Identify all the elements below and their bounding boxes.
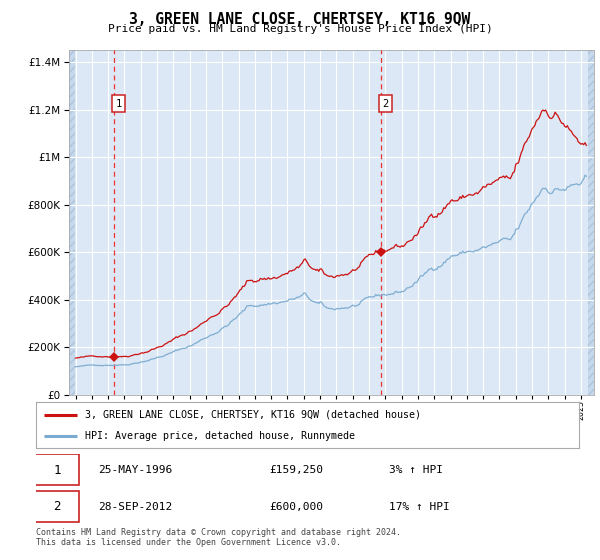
FancyBboxPatch shape	[35, 454, 79, 485]
Text: 3, GREEN LANE CLOSE, CHERTSEY, KT16 9QW (detached house): 3, GREEN LANE CLOSE, CHERTSEY, KT16 9QW …	[85, 410, 421, 420]
Text: £159,250: £159,250	[269, 465, 323, 475]
Text: 2: 2	[382, 99, 388, 109]
Text: Contains HM Land Registry data © Crown copyright and database right 2024.
This d: Contains HM Land Registry data © Crown c…	[36, 528, 401, 547]
Text: Price paid vs. HM Land Registry's House Price Index (HPI): Price paid vs. HM Land Registry's House …	[107, 24, 493, 34]
FancyBboxPatch shape	[35, 491, 79, 521]
Text: 3, GREEN LANE CLOSE, CHERTSEY, KT16 9QW: 3, GREEN LANE CLOSE, CHERTSEY, KT16 9QW	[130, 12, 470, 27]
Text: 3% ↑ HPI: 3% ↑ HPI	[389, 465, 443, 475]
Bar	[588, 50, 594, 395]
Text: 25-MAY-1996: 25-MAY-1996	[98, 465, 173, 475]
Text: HPI: Average price, detached house, Runnymede: HPI: Average price, detached house, Runn…	[85, 431, 355, 441]
Text: 2: 2	[53, 500, 61, 514]
Text: £600,000: £600,000	[269, 502, 323, 512]
Text: 28-SEP-2012: 28-SEP-2012	[98, 502, 173, 512]
Text: 1: 1	[115, 99, 122, 109]
Text: 1: 1	[53, 464, 61, 477]
Text: 17% ↑ HPI: 17% ↑ HPI	[389, 502, 450, 512]
Bar	[69, 50, 76, 395]
